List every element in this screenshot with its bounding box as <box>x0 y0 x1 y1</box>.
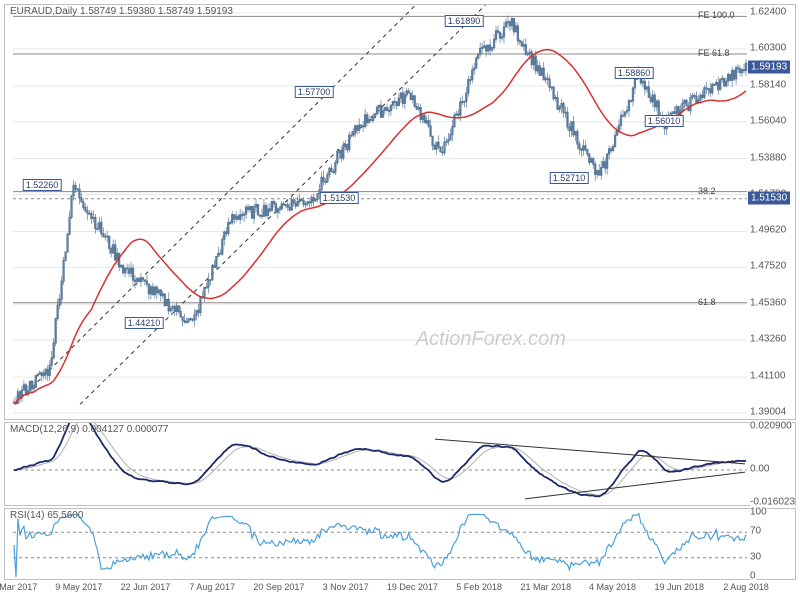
fib-label: 61.8 <box>698 297 716 307</box>
y-tick-label: 1.58140 <box>750 79 786 90</box>
x-tick-label: 21 Mar 2018 <box>521 582 572 598</box>
chart-title: EURAUD,Daily 1.58749 1.59380 1.58749 1.5… <box>10 6 233 17</box>
fib-label: FE 61.8 <box>698 48 730 58</box>
x-tick-label: 7 Aug 2017 <box>189 582 235 598</box>
macd-label: MACD(12,26,9) 0.004127 0.000077 <box>10 424 168 435</box>
rsi-y-label: 70 <box>750 526 761 537</box>
y-tick-label: 1.60300 <box>750 42 786 53</box>
rsi-panel[interactable] <box>4 508 796 580</box>
x-tick-label: 24 Mar 2017 <box>0 582 37 598</box>
x-tick-label: 9 May 2017 <box>55 582 102 598</box>
price-annotation: 1.44210 <box>125 317 164 329</box>
current-price-box: 1.59193 <box>748 60 790 73</box>
price-annotation: 1.58860 <box>615 67 654 79</box>
price-annotation: 1.57700 <box>295 86 334 98</box>
rsi-y-label: 0 <box>750 571 756 582</box>
rsi-y-label: 100 <box>750 507 767 518</box>
y-tick-label: 1.62400 <box>750 7 786 18</box>
price-annotation: 1.51530 <box>320 192 359 204</box>
price-annotation: 1.52710 <box>550 172 589 184</box>
x-tick-label: 20 Sep 2017 <box>253 582 304 598</box>
macd-y-label: 0.00 <box>750 464 769 475</box>
y-tick-label: 1.45360 <box>750 298 786 309</box>
y-tick-label: 1.49620 <box>750 225 786 236</box>
x-tick-label: 2 Aug 2018 <box>723 582 769 598</box>
y-tick-label: 1.53880 <box>750 152 786 163</box>
fib-label: 38.2 <box>698 186 716 196</box>
rsi-label: RSI(14) 65.5600 <box>10 510 83 521</box>
x-tick-label: 22 Jun 2017 <box>121 582 171 598</box>
y-tick-label: 1.39004 <box>750 406 786 417</box>
x-tick-label: 3 Nov 2017 <box>323 582 369 598</box>
y-tick-label: 1.43260 <box>750 334 786 345</box>
macd-y-label: 0.020900 <box>750 421 792 432</box>
x-tick-label: 4 May 2018 <box>589 582 636 598</box>
y-tick-label: 1.56040 <box>750 115 786 126</box>
forex-chart: 1.39004 1.41100 1.43260 1.45360 1.47520 1.496… <box>0 0 800 600</box>
x-tick-label: 19 Jun 2018 <box>654 582 704 598</box>
y-tick-label: 1.41100 <box>750 371 785 382</box>
rsi-y-label: 30 <box>750 551 761 562</box>
y-tick-label: 1.47520 <box>750 261 786 272</box>
x-tick-label: 5 Feb 2018 <box>456 582 502 598</box>
price-annotation: 1.56010 <box>645 115 684 127</box>
price-annotation: 1.52260 <box>23 179 62 191</box>
fib-label: FE 100.0 <box>698 10 735 20</box>
x-tick-label: 19 Dec 2017 <box>387 582 438 598</box>
price-panel[interactable] <box>4 4 796 420</box>
price-annotation: 1.61890 <box>445 15 484 27</box>
price-level-box: 1.51530 <box>748 191 790 204</box>
